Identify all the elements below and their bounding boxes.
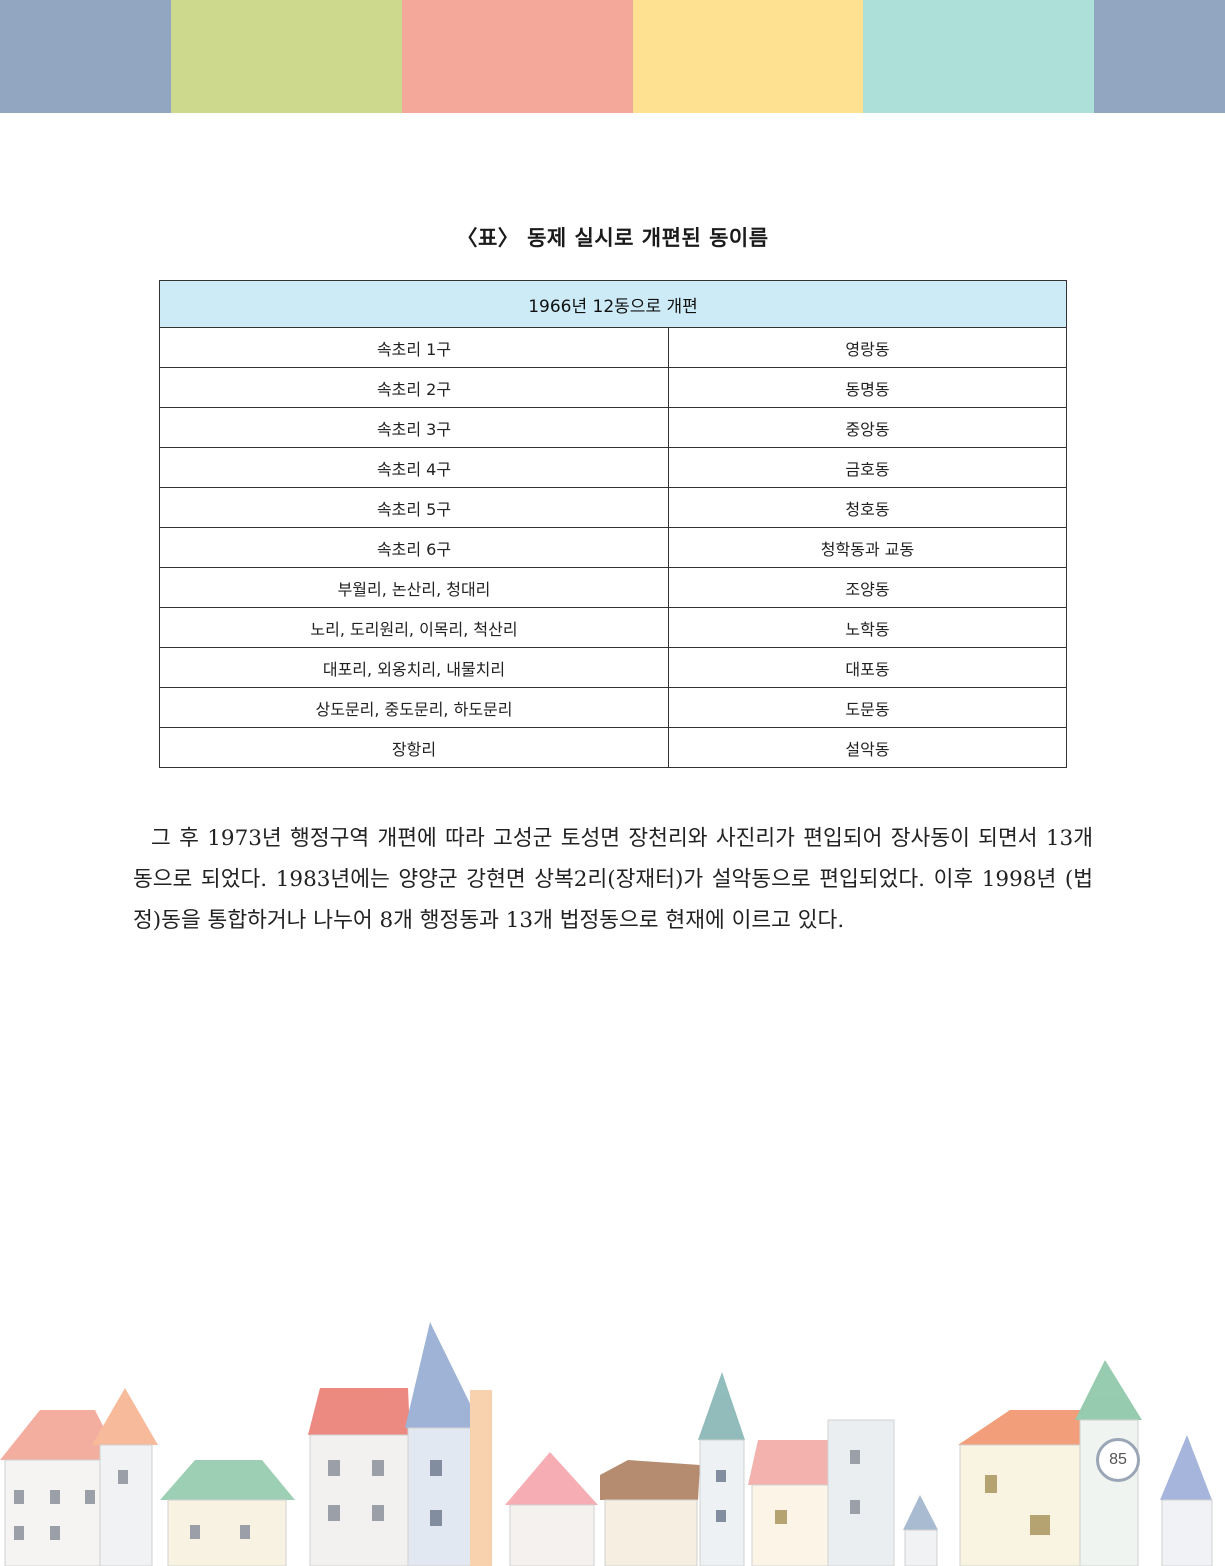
dong-rename-table: 1966년 12동으로 개편 속초리 1구 영랑동 속초리 2구 동명동 속초리… <box>159 280 1067 768</box>
band-segment-green <box>171 0 402 113</box>
old-name-cell: 속초리 1구 <box>159 327 669 368</box>
new-name-cell: 청학동과 교동 <box>668 527 1067 568</box>
band-segment-blue-right <box>1094 0 1225 113</box>
table-row: 속초리 5구 청호동 <box>159 487 1067 528</box>
band-segment-mint <box>863 0 1094 113</box>
band-segment-blue-left <box>0 0 171 113</box>
page-number-badge: 85 <box>1096 1438 1140 1482</box>
table-row: 노리, 도리원리, 이목리, 척산리 노학동 <box>159 607 1067 648</box>
old-name-cell: 속초리 6구 <box>159 527 669 568</box>
new-name-cell: 중앙동 <box>668 407 1067 448</box>
old-name-cell: 노리, 도리원리, 이목리, 척산리 <box>159 607 669 648</box>
table-title: 〈표〉 동제 실시로 개편된 동이름 <box>456 226 769 250</box>
new-name-cell: 청호동 <box>668 487 1067 528</box>
table-row: 부월리, 논산리, 청대리 조양동 <box>159 567 1067 608</box>
table-row: 속초리 1구 영랑동 <box>159 327 1067 368</box>
new-name-cell: 금호동 <box>668 447 1067 488</box>
table-row: 속초리 4구 금호동 <box>159 447 1067 488</box>
new-name-cell: 대포동 <box>668 647 1067 688</box>
table-row: 장항리 설악동 <box>159 727 1067 768</box>
new-name-cell: 영랑동 <box>668 327 1067 368</box>
header-color-band <box>0 0 1225 113</box>
table-row: 대포리, 외옹치리, 내물치리 대포동 <box>159 647 1067 688</box>
table-header-row: 1966년 12동으로 개편 <box>159 280 1067 328</box>
new-name-cell: 설악동 <box>668 727 1067 768</box>
old-name-cell: 속초리 5구 <box>159 487 669 528</box>
old-name-cell: 상도문리, 중도문리, 하도문리 <box>159 687 669 728</box>
old-name-cell: 부월리, 논산리, 청대리 <box>159 567 669 608</box>
old-name-cell: 대포리, 외옹치리, 내물치리 <box>159 647 669 688</box>
old-name-cell: 속초리 4구 <box>159 447 669 488</box>
table-row: 속초리 2구 동명동 <box>159 367 1067 408</box>
old-name-cell: 속초리 2구 <box>159 367 669 408</box>
table-row: 속초리 3구 중앙동 <box>159 407 1067 448</box>
table-row: 속초리 6구 청학동과 교동 <box>159 527 1067 568</box>
new-name-cell: 노학동 <box>668 607 1067 648</box>
table-header: 1966년 12동으로 개편 <box>159 280 1067 328</box>
new-name-cell: 동명동 <box>668 367 1067 408</box>
old-name-cell: 속초리 3구 <box>159 407 669 448</box>
old-name-cell: 장항리 <box>159 727 669 768</box>
town-illustration <box>0 1322 1213 1566</box>
band-segment-salmon <box>402 0 633 113</box>
new-name-cell: 도문동 <box>668 687 1067 728</box>
new-name-cell: 조양동 <box>668 567 1067 608</box>
table-row: 상도문리, 중도문리, 하도문리 도문동 <box>159 687 1067 728</box>
band-segment-yellow <box>633 0 863 113</box>
body-paragraph: 그 후 1973년 행정구역 개편에 따라 고성군 토성면 장천리와 사진리가 … <box>133 826 1093 933</box>
